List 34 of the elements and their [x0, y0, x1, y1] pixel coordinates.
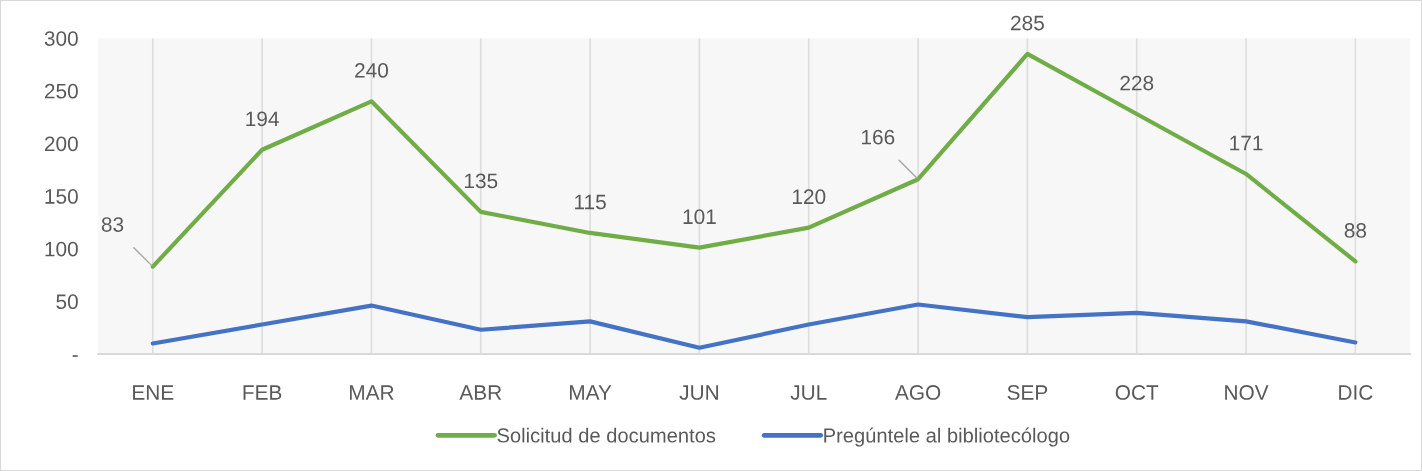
- x-tick-label: MAR: [350, 385, 394, 400]
- legend-label: Solicitud de documentos: [497, 427, 716, 443]
- y-tick-label: 100: [45, 241, 78, 257]
- x-tick-label: ABR: [459, 385, 502, 400]
- y-tick-label: -: [72, 355, 78, 357]
- x-tick-label: NOV: [1225, 385, 1269, 400]
- y-tick-label: 200: [44, 136, 78, 152]
- x-tick-label: ENE: [133, 385, 174, 400]
- data-label: 285: [1011, 15, 1044, 31]
- line-series: [150, 302, 1358, 350]
- data-label: 135: [464, 173, 498, 189]
- x-tick-label: DIC: [1339, 385, 1373, 400]
- data-label: 240: [355, 63, 388, 78]
- legend-label: Pregúntele al bibliotecólogo: [824, 427, 1070, 447]
- y-tick-label: 250: [44, 83, 78, 99]
- data-label: 171: [1230, 135, 1263, 151]
- x-tick-label: FEB: [243, 385, 282, 400]
- data-label: 194: [246, 111, 279, 127]
- data-label: 83: [101, 217, 124, 232]
- x-tick-label: AGO: [894, 385, 941, 400]
- x-tick-label: SEP: [1007, 385, 1048, 400]
- x-tick-label: MAY: [570, 385, 612, 400]
- data-label: 115: [575, 194, 606, 210]
- data-label: 228: [1120, 75, 1154, 91]
- data-label: 120: [792, 189, 826, 205]
- y-tick-label: 50: [56, 294, 78, 310]
- y-tick-label: 300: [44, 31, 78, 46]
- x-tick-label: OCT: [1115, 385, 1159, 400]
- data-label: 166: [862, 129, 895, 145]
- y-tick-label: 150: [45, 189, 78, 204]
- data-label: 101: [683, 209, 716, 225]
- x-tick-label: JUL: [790, 385, 827, 400]
- x-tick-label: JUN: [679, 385, 718, 400]
- data-label: 88: [1344, 223, 1367, 238]
